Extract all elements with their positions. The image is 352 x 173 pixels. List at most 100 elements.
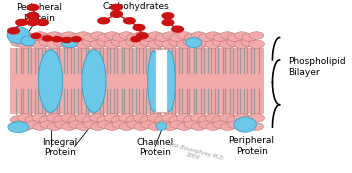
- Circle shape: [249, 40, 264, 48]
- Circle shape: [170, 34, 184, 41]
- Circle shape: [62, 123, 76, 130]
- Circle shape: [133, 40, 149, 48]
- Circle shape: [155, 121, 170, 128]
- Circle shape: [242, 121, 256, 128]
- Circle shape: [111, 11, 122, 17]
- Circle shape: [155, 38, 171, 46]
- Text: Frank Boumphrey M.D.
2009: Frank Boumphrey M.D. 2009: [162, 140, 226, 166]
- Circle shape: [155, 116, 171, 124]
- Circle shape: [137, 33, 148, 39]
- Circle shape: [111, 116, 127, 124]
- Ellipse shape: [82, 50, 106, 112]
- Circle shape: [83, 34, 98, 41]
- Circle shape: [133, 114, 149, 122]
- Circle shape: [11, 34, 26, 41]
- Circle shape: [68, 116, 84, 124]
- Circle shape: [11, 121, 26, 128]
- Circle shape: [75, 114, 91, 122]
- Text: Phospholipid
Bilayer: Phospholipid Bilayer: [289, 57, 346, 76]
- Circle shape: [25, 116, 41, 124]
- Ellipse shape: [148, 51, 160, 111]
- Circle shape: [55, 34, 69, 41]
- Ellipse shape: [21, 36, 35, 46]
- Circle shape: [46, 40, 63, 48]
- Text: Peripheral
Protein: Peripheral Protein: [228, 136, 275, 156]
- Circle shape: [98, 121, 112, 128]
- Circle shape: [61, 114, 77, 122]
- Circle shape: [119, 114, 134, 122]
- Circle shape: [98, 34, 112, 41]
- Circle shape: [249, 32, 264, 39]
- Circle shape: [163, 123, 177, 130]
- Circle shape: [163, 32, 177, 39]
- Circle shape: [33, 123, 47, 130]
- Circle shape: [10, 38, 26, 46]
- Circle shape: [62, 32, 76, 39]
- Circle shape: [220, 123, 235, 130]
- Circle shape: [227, 121, 242, 128]
- Circle shape: [39, 38, 55, 46]
- Circle shape: [32, 114, 48, 122]
- Circle shape: [46, 114, 63, 122]
- Circle shape: [227, 116, 243, 124]
- Circle shape: [176, 40, 192, 48]
- Circle shape: [141, 34, 156, 41]
- Circle shape: [112, 121, 127, 128]
- Text: Carbohydrates: Carbohydrates: [102, 2, 169, 11]
- Circle shape: [234, 114, 250, 122]
- Circle shape: [124, 18, 135, 24]
- Circle shape: [98, 18, 109, 24]
- Circle shape: [242, 34, 256, 41]
- Circle shape: [69, 121, 83, 128]
- Circle shape: [33, 32, 47, 39]
- Circle shape: [82, 116, 99, 124]
- Circle shape: [227, 38, 243, 46]
- Circle shape: [162, 40, 178, 48]
- Circle shape: [76, 32, 90, 39]
- Circle shape: [25, 38, 41, 46]
- Circle shape: [199, 34, 213, 41]
- Circle shape: [26, 34, 40, 41]
- Circle shape: [206, 123, 220, 130]
- Circle shape: [220, 114, 235, 122]
- Circle shape: [162, 114, 178, 122]
- Circle shape: [162, 13, 174, 19]
- Circle shape: [27, 13, 39, 19]
- Circle shape: [18, 123, 33, 130]
- Circle shape: [32, 40, 48, 48]
- Circle shape: [205, 114, 221, 122]
- Circle shape: [127, 121, 141, 128]
- Circle shape: [234, 40, 250, 48]
- Circle shape: [26, 121, 40, 128]
- Circle shape: [105, 32, 119, 39]
- Circle shape: [104, 40, 120, 48]
- Circle shape: [162, 19, 174, 25]
- Circle shape: [105, 123, 119, 130]
- Circle shape: [54, 38, 70, 46]
- Circle shape: [111, 4, 122, 10]
- Text: Channel
Protein: Channel Protein: [137, 138, 174, 157]
- Circle shape: [133, 24, 145, 30]
- Circle shape: [235, 32, 249, 39]
- Circle shape: [191, 32, 206, 39]
- Circle shape: [97, 116, 113, 124]
- Circle shape: [112, 34, 127, 41]
- Ellipse shape: [7, 27, 30, 43]
- Text: Peripheral
Protein: Peripheral Protein: [16, 3, 62, 23]
- Circle shape: [169, 38, 185, 46]
- Circle shape: [184, 34, 199, 41]
- Circle shape: [68, 38, 84, 46]
- Circle shape: [198, 38, 214, 46]
- Circle shape: [27, 13, 39, 19]
- Circle shape: [27, 19, 39, 25]
- Circle shape: [47, 32, 62, 39]
- Circle shape: [126, 38, 142, 46]
- Circle shape: [83, 121, 98, 128]
- Circle shape: [97, 38, 113, 46]
- Circle shape: [69, 34, 83, 41]
- FancyBboxPatch shape: [10, 48, 264, 114]
- Circle shape: [184, 121, 199, 128]
- Circle shape: [172, 26, 183, 32]
- Circle shape: [40, 121, 55, 128]
- Ellipse shape: [38, 50, 63, 112]
